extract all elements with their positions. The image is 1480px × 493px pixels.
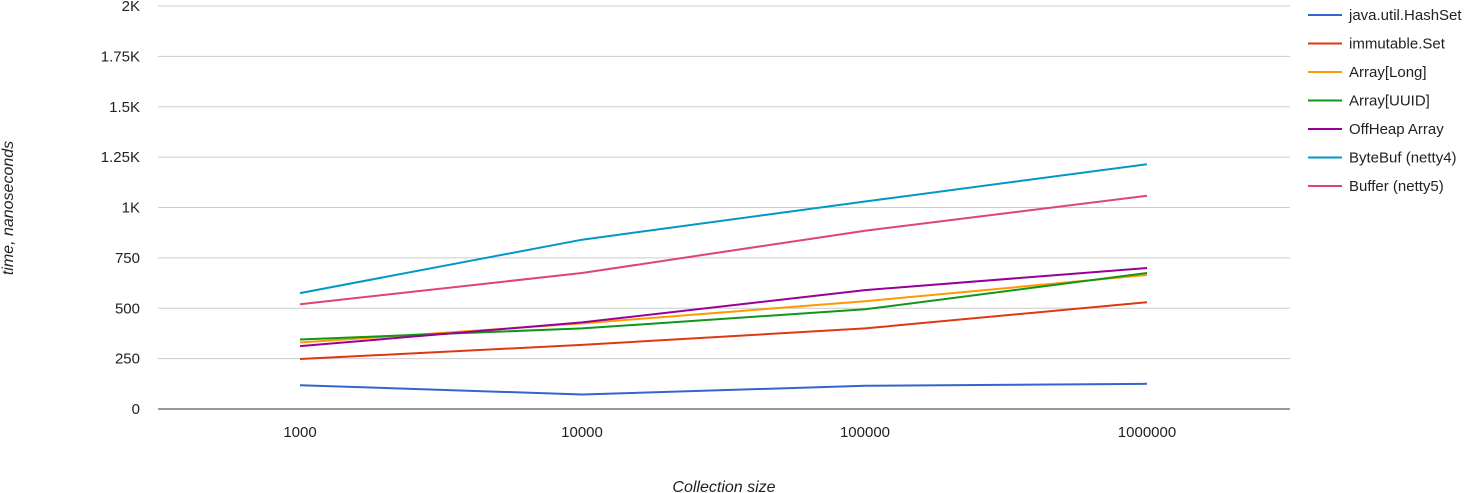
series-line-7 (299, 194, 1148, 306)
y-tick-label: 250 (115, 351, 140, 368)
gridlines (158, 5, 1290, 410)
legend-item: Array[UUID] (1308, 93, 1430, 110)
legend-item: java.util.HashSet (1308, 7, 1462, 24)
x-tick-label: 1000000 (1118, 424, 1176, 441)
series-line-2 (299, 301, 1148, 360)
y-axis-ticks: 0 250 500 750 1K 1.25K 1.5K 1.75K 2K (101, 0, 140, 418)
legend: java.util.HashSet immutable.Set Array[Long… (1308, 7, 1462, 195)
legend-label: immutable.Set (1349, 36, 1446, 53)
legend-label: Array[Long] (1349, 64, 1427, 81)
x-tick-label: 10000 (561, 424, 603, 441)
legend-label: Buffer (netty5) (1349, 178, 1444, 195)
legend-label: java.util.HashSet (1348, 7, 1462, 24)
y-tick-label: 750 (115, 250, 140, 267)
y-tick-label: 0 (132, 401, 140, 418)
series-line-5 (299, 267, 1148, 348)
y-tick-label: 500 (115, 300, 140, 317)
y-axis-title: time, nanoseconds (0, 141, 17, 275)
y-tick-label: 2K (122, 0, 140, 15)
legend-item: ByteBuf (netty4) (1308, 150, 1457, 167)
x-axis-ticks: 1000 10000 100000 1000000 (283, 424, 1176, 441)
series-line-6 (299, 163, 1148, 295)
legend-label: ByteBuf (netty4) (1349, 150, 1457, 167)
series-line-1 (299, 382, 1148, 396)
series-lines (299, 163, 1148, 396)
x-tick-label: 100000 (840, 424, 890, 441)
legend-item: Buffer (netty5) (1308, 178, 1444, 195)
y-tick-label: 1K (122, 200, 140, 217)
y-tick-label: 1.25K (101, 149, 140, 166)
y-tick-label: 1.5K (109, 99, 140, 116)
x-axis-title: Collection size (672, 479, 775, 493)
y-tick-label: 1.75K (101, 48, 140, 65)
legend-item: Array[Long] (1308, 64, 1427, 81)
legend-item: OffHeap Array (1308, 121, 1444, 138)
legend-label: Array[UUID] (1349, 93, 1430, 110)
legend-item: immutable.Set (1308, 36, 1446, 53)
x-tick-label: 1000 (283, 424, 316, 441)
legend-label: OffHeap Array (1349, 121, 1444, 138)
